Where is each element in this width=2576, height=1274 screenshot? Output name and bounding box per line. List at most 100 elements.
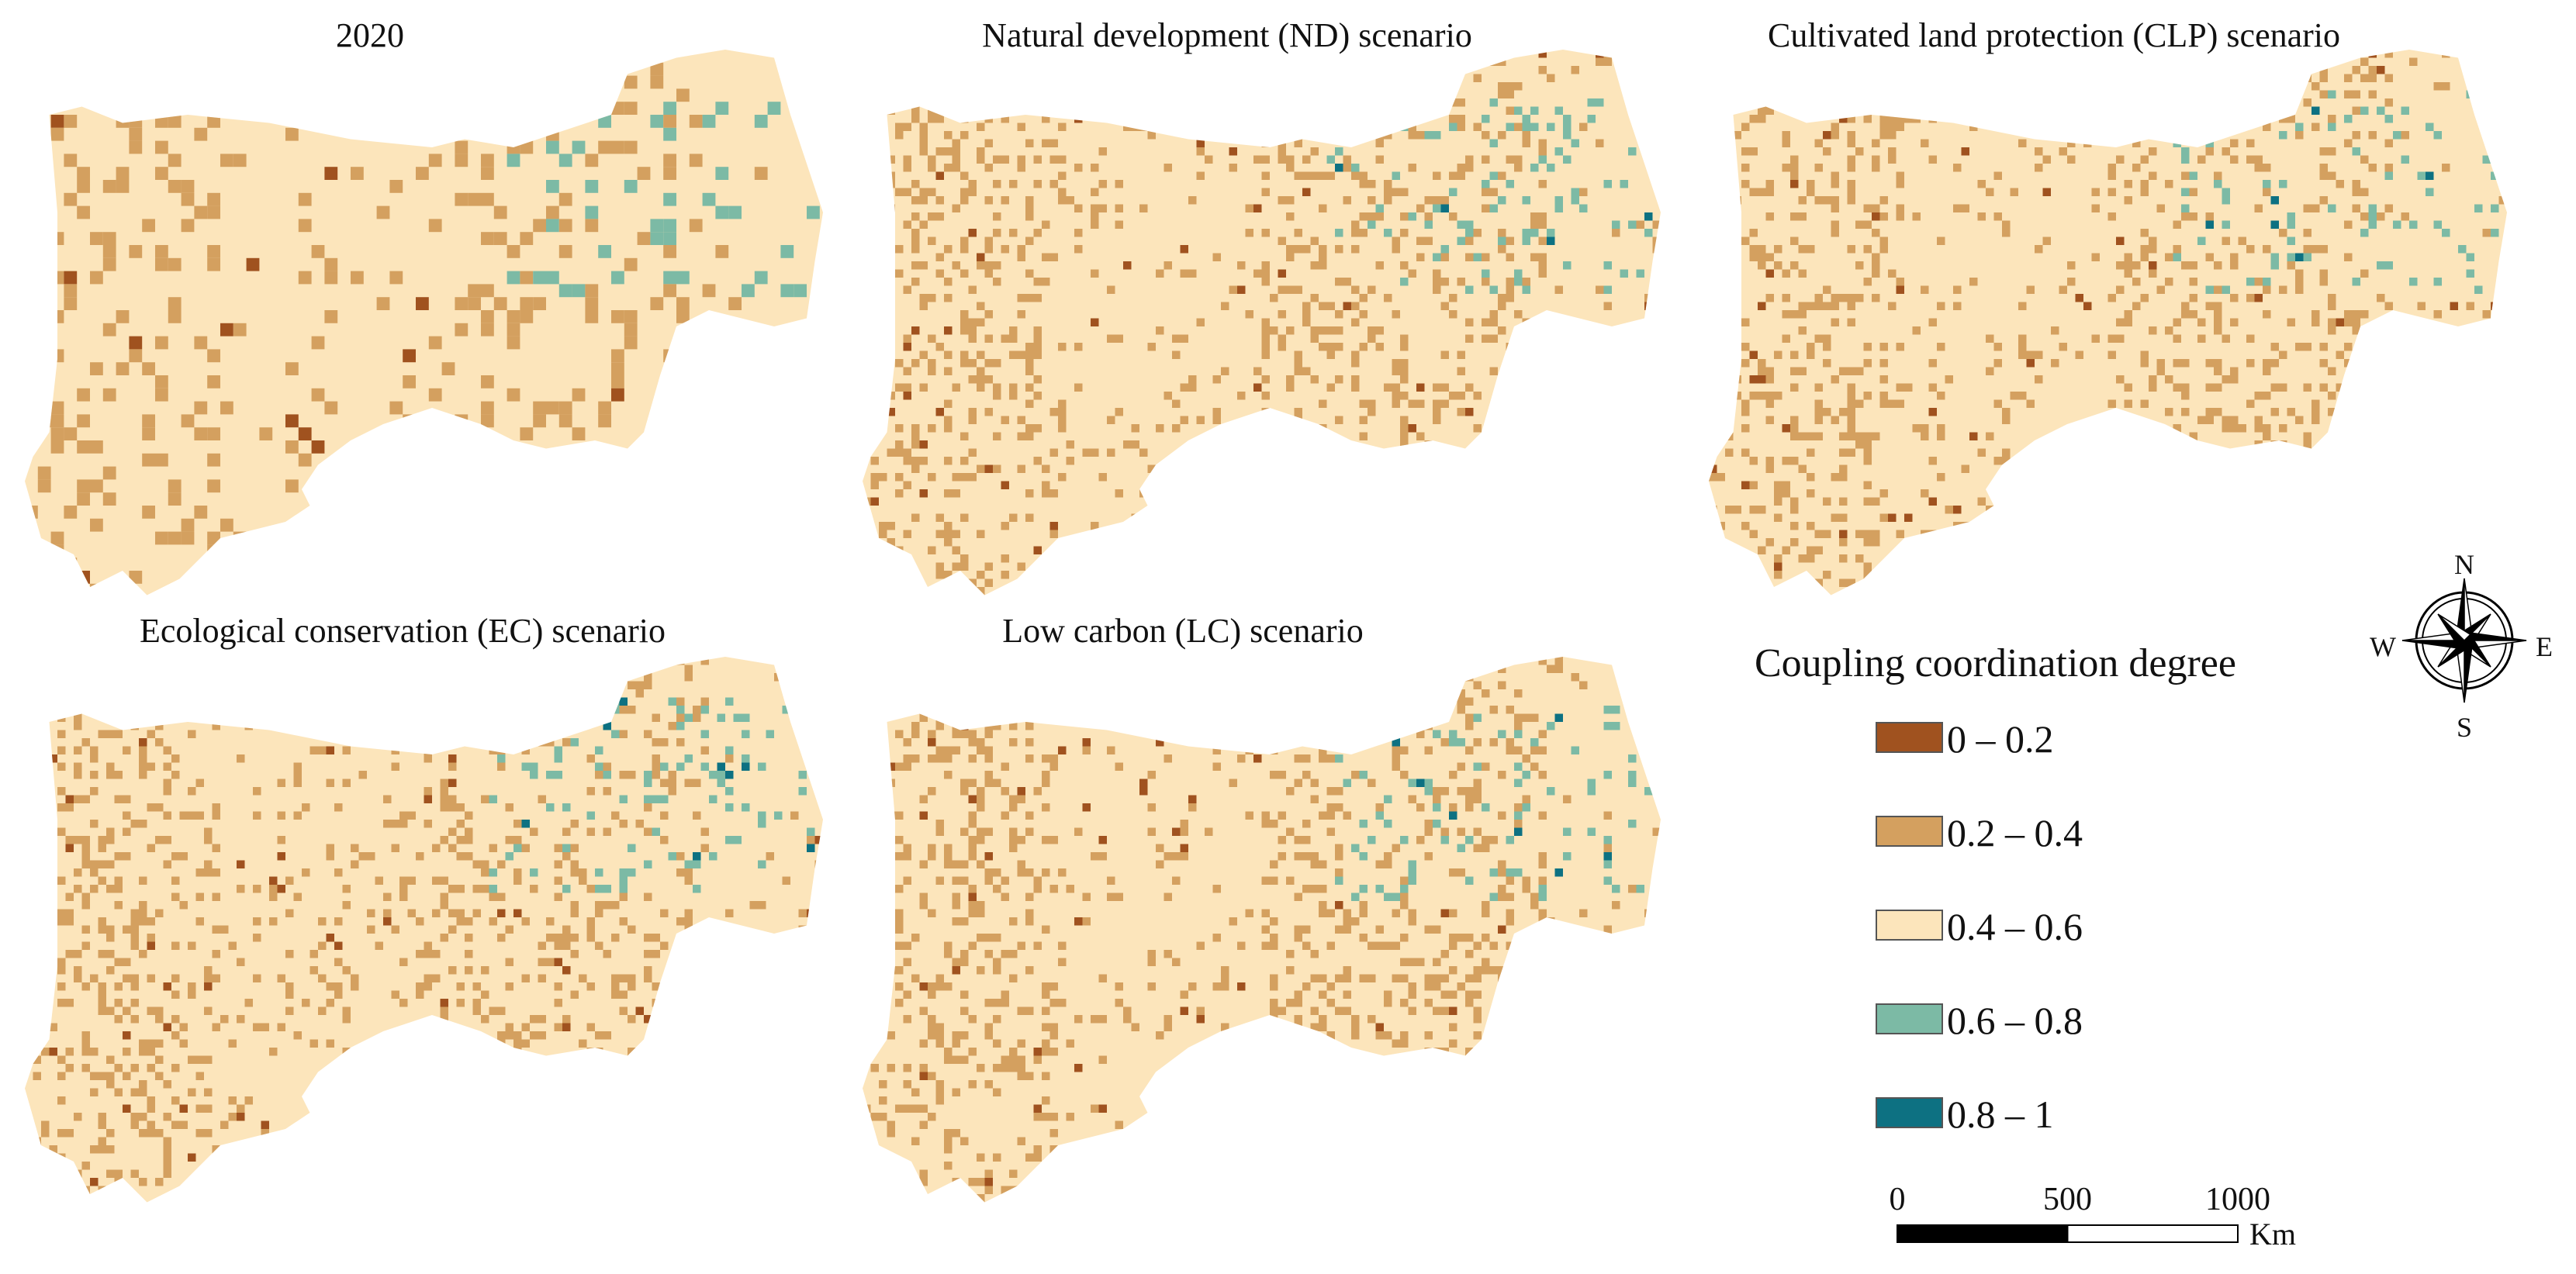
map-cell [350,271,364,285]
map-cell [102,492,116,506]
map-cell [1863,115,1872,123]
map-cell [98,925,106,934]
map-cell [2507,237,2515,246]
map-cell [1986,367,1994,375]
map-cell [1245,229,1253,237]
map-cell [382,892,392,901]
map-cell [977,1153,985,1162]
map-cell [1319,302,1327,310]
map-cell [366,1120,375,1129]
map-cell [2149,90,2157,98]
map-cell [342,746,351,754]
map-cell [603,827,611,836]
map-cell [2319,473,2328,482]
map-cell [139,901,147,910]
map-cell [984,827,993,836]
map-cell [1261,811,1270,820]
map-cell [2319,358,2328,368]
map-cell [952,164,960,172]
map-cell [1115,762,1123,771]
map-cell [74,771,82,779]
map-cell [1156,106,1164,115]
map-cell [432,1064,441,1072]
map-cell [77,167,90,180]
map-cell [960,713,969,722]
map-cell [505,689,513,698]
map-cell [911,326,920,335]
map-cell [90,771,99,779]
map-cell [1009,334,1018,343]
map-cell [1294,171,1302,180]
map-cell [326,730,334,738]
map-cell [456,1145,465,1154]
map-cell [1188,795,1197,803]
map-cell [754,115,768,128]
map-cell [399,811,408,820]
map-cell [324,271,338,285]
map-cell [1319,811,1327,820]
map-cell [1969,123,1978,131]
map-cell [944,530,953,538]
map-cell [2165,278,2173,286]
map-cell [911,195,920,205]
map-cell [1563,464,1572,473]
map-cell [1326,326,1335,335]
map-cell [692,1072,701,1080]
map-cell [659,795,669,803]
map-cell [2303,448,2311,457]
map-cell [2263,180,2271,188]
map-cell [25,795,33,803]
map-cell [702,492,716,506]
map-cell [627,771,636,779]
map-cell [2474,285,2483,294]
map-cell [935,408,944,416]
map-cell [1530,253,1539,261]
map-cell [403,349,416,363]
map-cell [168,257,182,271]
map-cell [1009,974,1018,982]
map-cell [1571,195,1579,205]
map-cell [1473,391,1482,400]
map-cell [1547,164,1555,172]
map-cell [2091,334,2100,343]
map-cell [497,1006,506,1015]
map-cell [2270,261,2279,270]
map-cell [90,232,103,245]
map-cell [1863,391,1872,400]
map-cell [879,595,887,596]
map-cell [1270,771,1278,779]
map-cell [2116,261,2125,270]
map-cell [81,1064,90,1072]
map-cell [1912,326,1921,335]
map-cell [1066,1113,1074,1121]
map-cell [233,323,247,337]
map-cell [624,336,638,350]
map-cell [1522,546,1530,554]
map-cell [895,852,904,861]
map-cell [1888,131,1897,140]
map-cell [1261,188,1270,196]
map-cell [33,999,41,1007]
map-cell [1424,562,1433,571]
map-cell [1326,342,1335,351]
map-cell [724,836,734,844]
map-cell [1774,57,1782,66]
map-cell [1212,1137,1221,1145]
map-cell [2507,343,2515,351]
map-cell [1563,261,1572,270]
map-cell [1465,285,1474,294]
map-cell [1310,852,1319,861]
map-cell [546,205,559,219]
map-cell [594,885,603,893]
map-cell [1115,892,1123,901]
map-cell [1725,586,1734,596]
map-cell [2295,562,2304,571]
map-cell [1033,278,1042,286]
map-cell [782,673,790,682]
map-cell [481,1015,489,1024]
map-cell [366,925,375,934]
map-cell [1717,383,1725,392]
map-cell [358,1169,367,1178]
map-cell [1049,1048,1058,1056]
map-cell [1172,852,1181,861]
